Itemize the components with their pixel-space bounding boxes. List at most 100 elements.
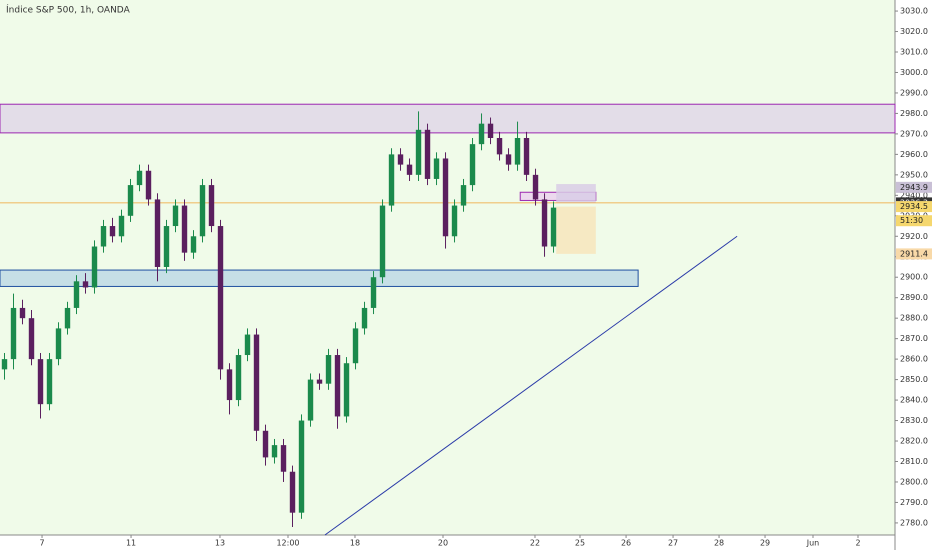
candle-body [271, 445, 278, 458]
candle-body [298, 420, 305, 513]
price-tag-label: 2934.5 [900, 202, 928, 211]
candle-body [64, 307, 71, 329]
candle-body [109, 226, 116, 237]
candle-body [208, 185, 215, 227]
candle-body [505, 154, 512, 165]
x-tick-label: 26 [621, 539, 631, 548]
y-tick-label: 2840.0 [900, 396, 928, 405]
y-tick-label: 2850.0 [900, 375, 928, 384]
candle-body [181, 205, 188, 253]
chart-title: Índice S&P 500, 1h, OANDA [6, 4, 131, 16]
candle-body [289, 471, 296, 513]
candle-body [406, 164, 413, 175]
zone [0, 269, 639, 287]
x-tick-label: 7 [39, 539, 44, 548]
candle-body [127, 185, 134, 216]
candle-body [307, 379, 314, 421]
candle-body [172, 205, 179, 227]
candle-body [118, 215, 125, 237]
candle-body [91, 246, 98, 288]
price-tag [896, 215, 932, 227]
candle-body [226, 369, 233, 401]
y-tick-label: 2880.0 [900, 314, 928, 323]
candle-body [262, 430, 269, 458]
candle-body [334, 355, 341, 417]
x-tick-label: 18 [350, 539, 360, 548]
candle-body [451, 205, 458, 237]
candle-body [253, 334, 260, 431]
candle-body [217, 226, 224, 370]
candle-body [361, 307, 368, 329]
candle-body [10, 307, 17, 360]
candle-body [415, 129, 422, 175]
x-tick-label: 2 [855, 539, 860, 548]
candle-body [352, 328, 359, 364]
candle-body [136, 170, 143, 186]
position-target [556, 206, 596, 254]
y-tick-label: 2830.0 [900, 416, 928, 425]
candle-body [235, 355, 242, 401]
y-tick-label: 2900.0 [900, 273, 928, 282]
candle-body [433, 158, 440, 179]
x-tick-label: 12:00 [276, 539, 299, 548]
y-tick-label: 2960.0 [900, 150, 928, 159]
candle-body [487, 123, 494, 138]
candle-body [73, 281, 80, 308]
candle-body [145, 170, 152, 200]
time-axis-background [0, 535, 895, 550]
price-tag-label: 2943.9 [900, 183, 928, 192]
price-axis-background [895, 0, 932, 550]
candle-body [469, 144, 476, 186]
candle-body [343, 363, 350, 417]
trendline [324, 235, 738, 536]
x-tick-label: Jun [806, 539, 820, 548]
x-tick-label: 22 [530, 539, 540, 548]
candle-body [379, 205, 386, 278]
candle-body [541, 199, 548, 247]
y-tick-label: 2790.0 [900, 498, 928, 507]
y-tick-label: 2890.0 [900, 293, 928, 302]
candle-body [442, 158, 449, 237]
candle-body [388, 154, 395, 206]
y-tick-label: 2970.0 [900, 129, 928, 138]
y-tick-label: 2990.0 [900, 88, 928, 97]
candle-body [514, 137, 521, 165]
candle-body [532, 174, 539, 200]
candle-body [316, 379, 323, 384]
x-tick-label: 27 [668, 539, 678, 548]
zone [0, 103, 896, 134]
plot-background [0, 0, 895, 535]
candle-body [244, 334, 251, 356]
x-tick-label: 13 [215, 539, 225, 548]
candle-body [1, 359, 8, 370]
x-tick-label: 20 [438, 539, 448, 548]
x-tick-label: 11 [126, 539, 136, 548]
candle-body [397, 154, 404, 165]
y-tick-label: 2780.0 [900, 518, 928, 527]
candle-body [370, 277, 377, 308]
position-stop [556, 184, 596, 203]
candle-body [82, 281, 89, 288]
y-tick-label: 2820.0 [900, 437, 928, 446]
price-tag-label: 2911.4 [900, 249, 928, 258]
candle-body [28, 318, 35, 360]
y-tick-label: 2920.0 [900, 232, 928, 241]
price-tag [896, 248, 932, 260]
y-tick-label: 2950.0 [900, 170, 928, 179]
y-tick-label: 3000.0 [900, 68, 928, 77]
price-tag [896, 201, 932, 213]
y-tick-label: 3010.0 [900, 48, 928, 57]
x-tick-label: 29 [760, 539, 770, 548]
y-tick-label: 2800.0 [900, 477, 928, 486]
candle-body [424, 129, 431, 179]
y-tick-label: 2940.0 [900, 191, 928, 200]
y-tick-label: 3030.0 [900, 7, 928, 16]
candle-body [460, 185, 467, 206]
candle-body [37, 359, 44, 405]
candle-body [478, 123, 485, 145]
price-tag-label: 51:30 [900, 216, 923, 225]
candle-body [154, 199, 161, 267]
y-tick-label: 2980.0 [900, 109, 928, 118]
candle-body [55, 328, 62, 360]
